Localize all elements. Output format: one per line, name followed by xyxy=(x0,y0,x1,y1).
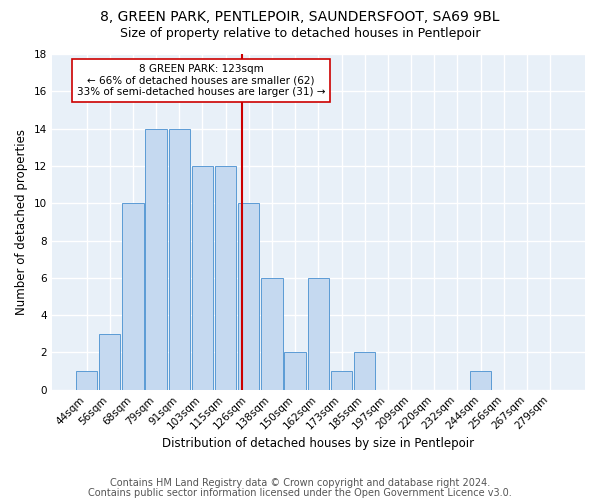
Bar xyxy=(99,334,121,390)
Text: Contains HM Land Registry data © Crown copyright and database right 2024.: Contains HM Land Registry data © Crown c… xyxy=(110,478,490,488)
Bar xyxy=(284,352,306,390)
Bar xyxy=(169,128,190,390)
Text: Contains public sector information licensed under the Open Government Licence v3: Contains public sector information licen… xyxy=(88,488,512,498)
Bar xyxy=(215,166,236,390)
Text: 8 GREEN PARK: 123sqm
← 66% of detached houses are smaller (62)
33% of semi-detac: 8 GREEN PARK: 123sqm ← 66% of detached h… xyxy=(77,64,325,98)
Bar xyxy=(470,371,491,390)
Y-axis label: Number of detached properties: Number of detached properties xyxy=(15,129,28,315)
Bar xyxy=(192,166,213,390)
Bar xyxy=(145,128,167,390)
Bar xyxy=(262,278,283,390)
Bar xyxy=(354,352,376,390)
Bar xyxy=(331,371,352,390)
Bar xyxy=(76,371,97,390)
Text: 8, GREEN PARK, PENTLEPOIR, SAUNDERSFOOT, SA69 9BL: 8, GREEN PARK, PENTLEPOIR, SAUNDERSFOOT,… xyxy=(100,10,500,24)
Bar xyxy=(308,278,329,390)
Bar xyxy=(238,203,259,390)
Text: Size of property relative to detached houses in Pentlepoir: Size of property relative to detached ho… xyxy=(120,28,480,40)
X-axis label: Distribution of detached houses by size in Pentlepoir: Distribution of detached houses by size … xyxy=(162,437,475,450)
Bar xyxy=(122,203,143,390)
